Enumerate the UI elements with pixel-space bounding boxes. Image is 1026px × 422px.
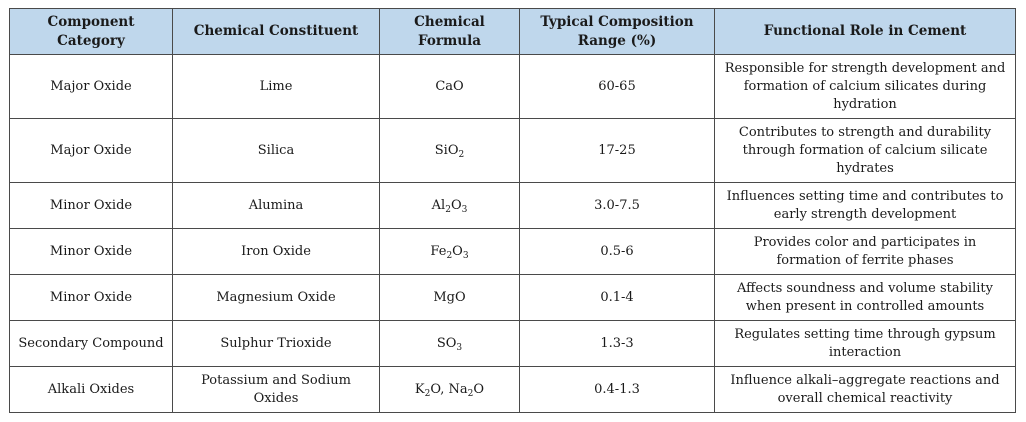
header-row: Component Category Chemical Constituent … — [9, 8, 1016, 55]
cell-role: Influences setting time and contributes … — [714, 182, 1016, 229]
cell-range: 0.4-1.3 — [519, 366, 715, 413]
header-composition-range: Typical Composition Range (%) — [519, 8, 715, 55]
cell-role: Regulates setting time through gypsum in… — [714, 320, 1016, 367]
table-row: Minor Oxide Iron Oxide Fe2O3 0.5-6 Provi… — [9, 228, 1016, 275]
table-body: Major Oxide Lime CaO 60-65 Responsible f… — [9, 54, 1016, 413]
table-row: Alkali Oxides Potassium and Sodium Oxide… — [9, 366, 1016, 413]
cell-constituent: Silica — [172, 118, 380, 183]
formula-subscript: 3 — [456, 342, 463, 353]
formula-subscript: 2 — [458, 149, 465, 160]
header-functional-role: Functional Role in Cement — [714, 8, 1016, 55]
header-component-category: Component Category — [9, 8, 173, 55]
cell-constituent: Lime — [172, 54, 380, 119]
formula-subscript: 2 — [445, 204, 451, 215]
formula-subscript: 2 — [424, 388, 431, 399]
formula-text: O, Na — [430, 381, 468, 397]
cell-formula: CaO — [379, 54, 520, 119]
cell-constituent: Alumina — [172, 182, 380, 229]
table-row: Minor Oxide Magnesium Oxide MgO 0.1-4 Af… — [9, 274, 1016, 321]
cell-range: 0.1-4 — [519, 274, 715, 321]
header-chemical-constituent: Chemical Constituent — [172, 8, 380, 55]
cell-formula: SO3 — [379, 320, 520, 367]
cell-category: Major Oxide — [9, 54, 173, 119]
cell-range: 1.3-3 — [519, 320, 715, 367]
cell-role: Provides color and participates in forma… — [714, 228, 1016, 275]
header-chemical-formula: Chemical Formula — [379, 8, 520, 55]
formula-text: K — [414, 381, 425, 397]
cell-role: Responsible for strength development and… — [714, 54, 1016, 119]
table-row: Major Oxide Lime CaO 60-65 Responsible f… — [9, 54, 1016, 119]
cell-category: Alkali Oxides — [9, 366, 173, 413]
table-container: Component Category Chemical Constituent … — [9, 8, 1016, 413]
formula-text: O — [450, 197, 462, 213]
cell-range: 3.0-7.5 — [519, 182, 715, 229]
cell-constituent: Iron Oxide — [172, 228, 380, 275]
cell-constituent: Magnesium Oxide — [172, 274, 380, 321]
formula-text: MgO — [433, 289, 466, 305]
cement-composition-table: Component Category Chemical Constituent … — [9, 8, 1016, 413]
cell-category: Minor Oxide — [9, 228, 173, 275]
formula-subscript: 2 — [446, 250, 453, 261]
cell-formula: Fe2O3 — [379, 228, 520, 275]
cell-category: Secondary Compound — [9, 320, 173, 367]
cell-range: 60-65 — [519, 54, 715, 119]
cell-formula: MgO — [379, 274, 520, 321]
formula-text: Fe — [430, 243, 447, 259]
cell-role: Affects soundness and volume stability w… — [714, 274, 1016, 321]
cell-role: Influence alkali–aggregate reactions and… — [714, 366, 1016, 413]
cell-range: 17-25 — [519, 118, 715, 183]
table-row: Major Oxide Silica SiO2 17-25 Contribute… — [9, 118, 1016, 183]
formula-subscript: 3 — [461, 204, 468, 215]
formula-text: O — [452, 243, 463, 259]
formula-subscript: 2 — [467, 388, 474, 399]
formula-text: SiO — [434, 142, 459, 158]
table-row: Secondary Compound Sulphur Trioxide SO3 … — [9, 320, 1016, 367]
formula-text: SO — [436, 335, 457, 351]
cell-category: Major Oxide — [9, 118, 173, 183]
table-row: Minor Oxide Alumina Al2O3 3.0-7.5 Influe… — [9, 182, 1016, 229]
cell-constituent: Potassium and Sodium Oxides — [172, 366, 380, 413]
cell-range: 0.5-6 — [519, 228, 715, 275]
cell-constituent: Sulphur Trioxide — [172, 320, 380, 367]
cell-formula: SiO2 — [379, 118, 520, 183]
cell-category: Minor Oxide — [9, 274, 173, 321]
formula-subscript: 3 — [462, 250, 469, 261]
table-header: Component Category Chemical Constituent … — [9, 8, 1016, 55]
cell-role: Contributes to strength and durability t… — [714, 118, 1016, 183]
formula-text: Al — [431, 197, 446, 213]
cell-formula: Al2O3 — [379, 182, 520, 229]
cell-category: Minor Oxide — [9, 182, 173, 229]
formula-text: CaO — [435, 78, 464, 94]
formula-text: O — [473, 381, 485, 397]
cell-formula: K2O, Na2O — [379, 366, 520, 413]
